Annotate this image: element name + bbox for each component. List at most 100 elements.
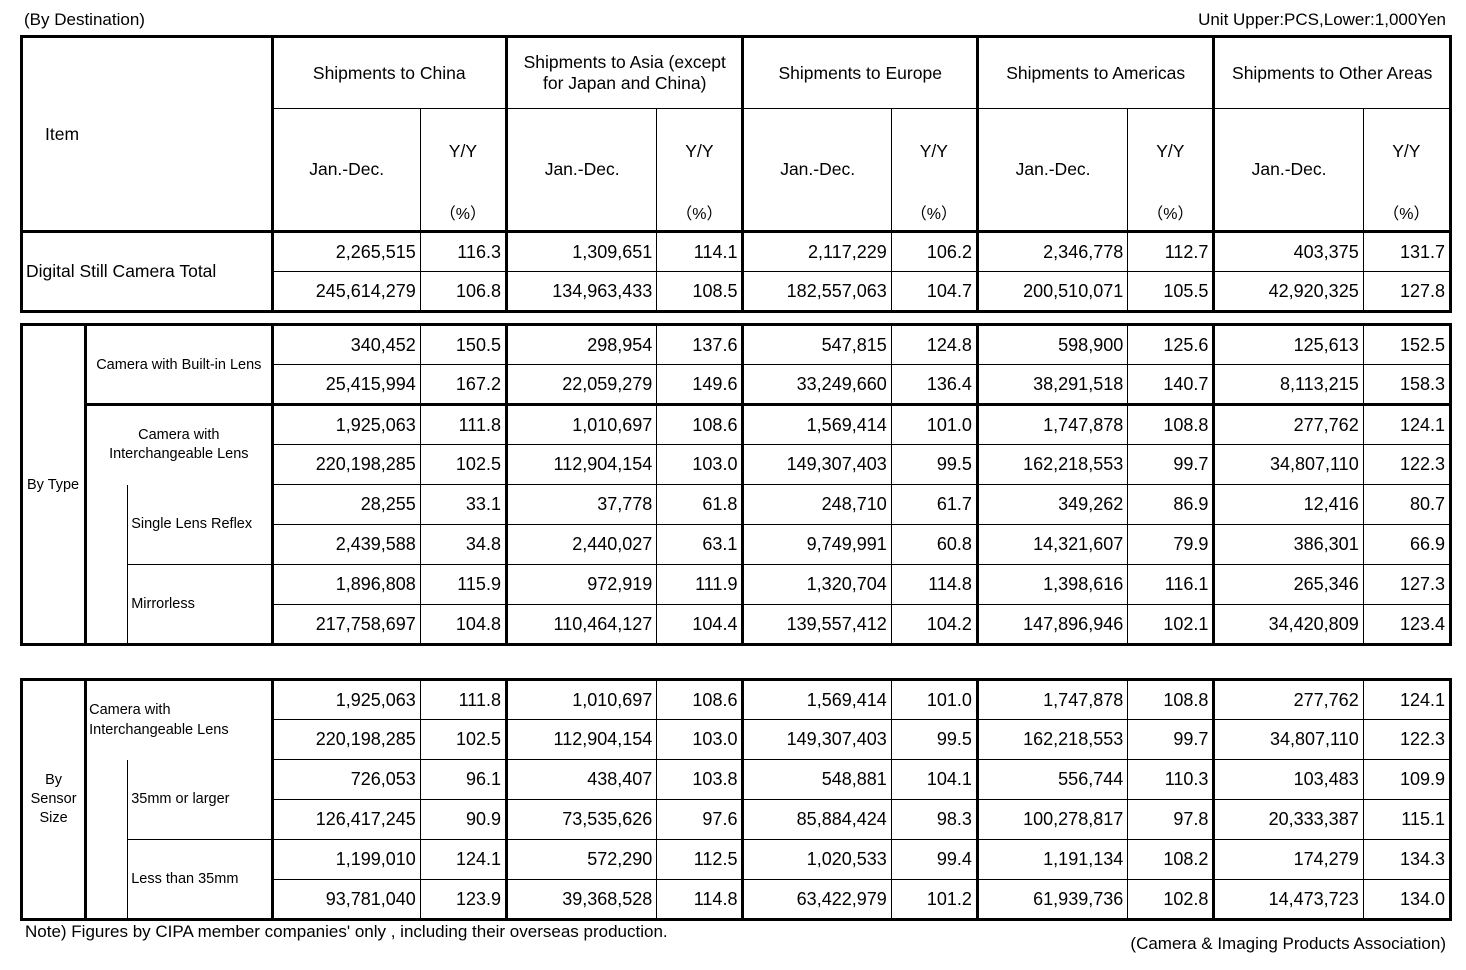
value-europe: 182,557,063	[741, 271, 892, 312]
yy-europe: 99.5	[890, 444, 978, 485]
value-europe: 1,569,414	[741, 679, 892, 720]
footnote: Note) Figures by CIPA member companies' …	[25, 922, 668, 941]
by-sensor-label: By Sensor Size	[20, 679, 88, 920]
by-type-label: By Type	[20, 324, 88, 645]
value-americas: 1,191,134	[975, 839, 1129, 880]
pct-label: （%）	[1383, 206, 1430, 223]
region-header-other: Shipments to Other Areas	[1212, 36, 1451, 109]
value-europe: 33,249,660	[741, 364, 892, 405]
value-europe: 2,117,229	[741, 230, 892, 272]
value-americas: 38,291,518	[975, 364, 1129, 405]
value-americas: 1,747,878	[975, 403, 1129, 445]
value-americas: 162,218,553	[975, 719, 1129, 760]
yy-asia: 104.4	[656, 604, 744, 645]
value-asia: 2,440,027	[504, 524, 658, 565]
region-header-europe: Shipments to Europe	[741, 36, 978, 109]
yy-china: 106.8	[419, 271, 508, 312]
yy-europe: 101.2	[890, 879, 978, 920]
yy-china: 111.8	[419, 679, 507, 720]
value-other: 34,420,809	[1212, 604, 1364, 645]
by-destination-label: (By Destination)	[24, 10, 145, 29]
value-americas: 556,744	[975, 759, 1129, 800]
yy-other: 109.9	[1362, 759, 1452, 800]
value-china: 245,614,279	[270, 271, 421, 312]
yy-asia: 108.6	[656, 403, 744, 445]
value-americas: 162,218,553	[975, 444, 1129, 485]
yy-china: 33.1	[419, 484, 507, 525]
value-europe: 1,569,414	[741, 403, 892, 445]
period-header-asia: Jan.-Dec.	[504, 108, 658, 232]
yy-china: 124.1	[419, 839, 507, 880]
yy-asia: 103.0	[656, 444, 744, 485]
yy-other: 123.4	[1362, 604, 1452, 645]
yy-americas: 110.3	[1127, 759, 1215, 800]
value-americas: 100,278,817	[975, 799, 1129, 840]
value-asia: 1,010,697	[504, 679, 658, 720]
yy-other: 134.3	[1362, 839, 1452, 880]
value-americas: 598,900	[975, 324, 1129, 365]
yy-header-europe: Y/Y （%）	[890, 108, 978, 232]
yy-label: Y/Y	[919, 141, 948, 161]
yy-americas: 125.6	[1127, 324, 1215, 365]
yy-china: 102.5	[419, 444, 507, 485]
value-asia: 1,309,651	[504, 230, 658, 272]
total-label: Digital Still Camera Total	[21, 230, 273, 312]
yy-asia: 108.5	[656, 271, 744, 312]
yy-other: 131.7	[1362, 230, 1452, 272]
yy-asia: 97.6	[656, 799, 744, 840]
pct-label: （%）	[1147, 206, 1194, 223]
value-europe: 139,557,412	[741, 604, 892, 645]
by-type-table: By Type Camera with Built-in Lens 340,45…	[20, 323, 1452, 646]
pct-label: （%）	[910, 206, 957, 223]
yy-americas: 79.9	[1127, 524, 1215, 565]
value-other: 34,807,110	[1212, 719, 1364, 760]
value-europe: 547,815	[741, 324, 892, 365]
value-asia: 112,904,154	[504, 444, 658, 485]
yy-asia: 112.5	[656, 839, 744, 880]
yy-americas: 112.7	[1127, 230, 1215, 272]
value-china: 25,415,994	[270, 364, 421, 405]
yy-header-china: Y/Y （%）	[419, 108, 508, 232]
yy-americas: 108.8	[1127, 679, 1215, 720]
by-sensor-table: By Sensor Size Camera with Interchangeab…	[20, 678, 1452, 921]
value-other: 42,920,325	[1212, 271, 1364, 312]
ilc-label: Camera with Interchangeable Lens	[85, 403, 273, 485]
yy-americas: 86.9	[1127, 484, 1215, 525]
value-asia: 110,464,127	[504, 604, 658, 645]
yy-other: 158.3	[1362, 364, 1452, 405]
region-header-americas: Shipments to Americas	[975, 36, 1215, 109]
yy-asia: 137.6	[656, 324, 744, 365]
yy-asia: 114.8	[656, 879, 744, 920]
source-credit: (Camera & Imaging Products Association)	[1130, 934, 1446, 953]
yy-header-americas: Y/Y （%）	[1127, 108, 1215, 232]
value-other: 277,762	[1212, 403, 1364, 445]
region-header-asia: Shipments to Asia (except for Japan and …	[504, 36, 744, 109]
value-other: 403,375	[1212, 230, 1364, 272]
value-china: 220,198,285	[270, 444, 421, 485]
value-asia: 112,904,154	[504, 719, 658, 760]
value-china: 1,925,063	[270, 679, 421, 720]
value-other: 125,613	[1212, 324, 1364, 365]
indent-spacer	[85, 759, 129, 920]
unit-label: Unit Upper:PCS,Lower:1,000Yen	[1198, 10, 1446, 29]
yy-other: 134.0	[1362, 879, 1452, 920]
indent-spacer	[85, 484, 129, 645]
value-china: 1,896,808	[270, 564, 421, 605]
period-header-china: Jan.-Dec.	[270, 108, 421, 232]
value-other: 20,333,387	[1212, 799, 1364, 840]
yy-other: 152.5	[1362, 324, 1452, 365]
yy-asia: 61.8	[656, 484, 744, 525]
yy-americas: 105.5	[1127, 271, 1215, 312]
yy-other: 124.1	[1362, 403, 1452, 445]
period-header-americas: Jan.-Dec.	[975, 108, 1129, 232]
yy-europe: 114.8	[890, 564, 978, 605]
yy-asia: 103.8	[656, 759, 744, 800]
value-americas: 14,321,607	[975, 524, 1129, 565]
yy-europe: 60.8	[890, 524, 978, 565]
yy-other: 127.8	[1362, 271, 1452, 312]
yy-other: 127.3	[1362, 564, 1452, 605]
value-asia: 73,535,626	[504, 799, 658, 840]
value-europe: 149,307,403	[741, 444, 892, 485]
value-asia: 572,290	[504, 839, 658, 880]
yy-asia: 111.9	[656, 564, 744, 605]
